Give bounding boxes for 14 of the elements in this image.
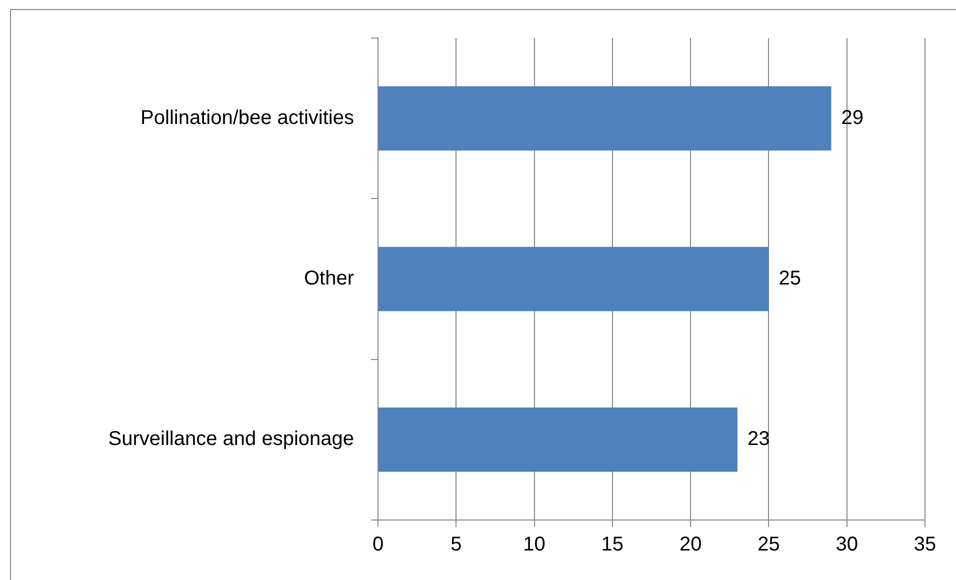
data-label: 23 — [747, 428, 770, 450]
x-tick-label: 15 — [601, 534, 624, 556]
x-tick-label: 30 — [836, 534, 858, 556]
x-tick-label: 35 — [914, 534, 936, 556]
y-tick-label: Other — [304, 268, 354, 290]
x-tick-label: 5 — [450, 534, 462, 556]
x-tick-label: 25 — [758, 534, 780, 556]
y-tick-label: Pollination/bee activities — [140, 106, 354, 129]
data-label: 29 — [841, 106, 864, 129]
y-tick-label: Surveillance and espionage — [108, 428, 354, 450]
x-tick-label: 20 — [679, 534, 702, 556]
x-tick-label: 10 — [523, 534, 546, 556]
data-label: 25 — [778, 268, 801, 290]
x-tick-label: 0 — [372, 534, 384, 556]
